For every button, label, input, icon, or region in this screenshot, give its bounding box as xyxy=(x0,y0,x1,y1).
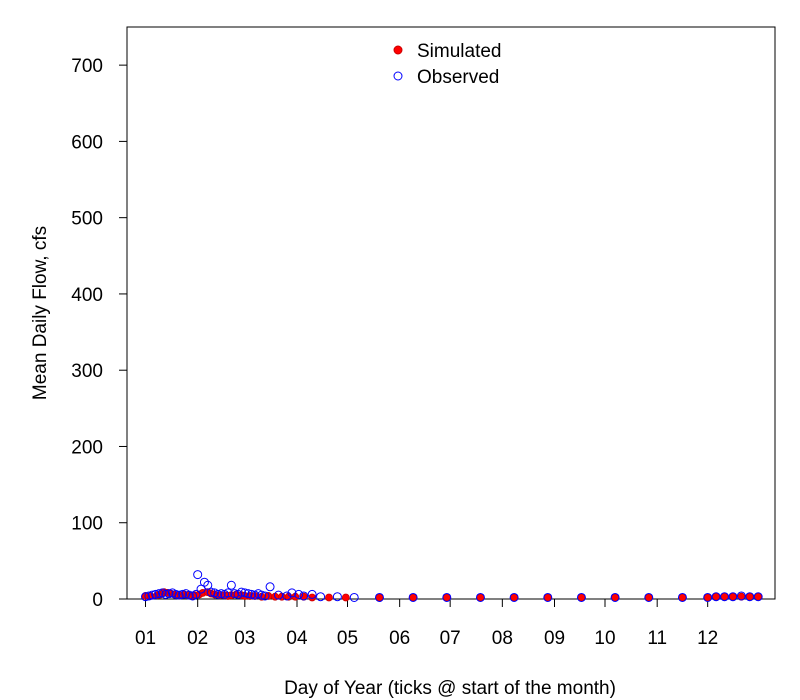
legend-observed-marker xyxy=(393,71,403,81)
x-axis-title: Day of Year (ticks @ start of the month) xyxy=(284,678,616,699)
observed-point xyxy=(576,592,586,602)
simulated-point xyxy=(703,593,712,602)
x-tick-label: 06 xyxy=(389,628,410,649)
simulated-point xyxy=(712,592,720,601)
observed-point xyxy=(260,591,270,601)
observed-point xyxy=(610,592,620,602)
simulated-point xyxy=(375,593,384,602)
x-tick-label: 09 xyxy=(544,628,565,649)
observed-point xyxy=(191,589,201,599)
observed-point xyxy=(332,592,342,602)
observed-point xyxy=(206,587,216,597)
observed-point xyxy=(164,589,174,599)
observed-point xyxy=(408,592,418,602)
simulated-point xyxy=(729,592,737,601)
y-axis-title: Mean Daily Flow, cfs xyxy=(30,226,51,400)
x-tick-label: 10 xyxy=(594,628,615,649)
observed-point xyxy=(151,589,161,599)
simulated-point xyxy=(308,593,317,602)
observed-point xyxy=(213,589,223,599)
observed-point xyxy=(141,592,151,602)
simulated-point xyxy=(409,593,418,602)
legend-simulated-label: Simulated xyxy=(417,41,502,62)
simulated-point xyxy=(325,593,333,602)
observed-point xyxy=(644,592,654,602)
observed-point xyxy=(243,589,253,599)
observed-point xyxy=(282,591,292,601)
y-tick-label: 300 xyxy=(71,361,103,382)
x-tick-label: 05 xyxy=(337,628,358,649)
observed-point xyxy=(677,592,687,602)
observed-point xyxy=(144,591,154,601)
observed-point xyxy=(230,589,240,599)
x-tick-label: 12 xyxy=(697,628,718,649)
simulated-point xyxy=(745,592,754,601)
simulated-point xyxy=(754,592,763,601)
observed-point xyxy=(193,570,203,580)
simulated-point xyxy=(720,592,729,601)
observed-point xyxy=(161,589,171,599)
observed-point xyxy=(236,587,246,597)
observed-point xyxy=(299,591,309,601)
x-axis: 01 02 03 04 05 06 07 08 09 10 11 12 xyxy=(135,598,718,649)
observed-point xyxy=(316,592,326,602)
observed-point xyxy=(442,592,452,602)
observed-point xyxy=(543,592,553,602)
observed-point xyxy=(223,588,233,598)
x-tick-label: 08 xyxy=(492,628,513,649)
observed-point xyxy=(216,589,226,599)
observed-point xyxy=(178,589,188,599)
observed-point xyxy=(247,589,257,599)
y-tick-label: 200 xyxy=(71,437,103,458)
legend: Simulated Observed xyxy=(393,41,502,88)
simulated-point xyxy=(678,593,687,602)
x-tick-label: 11 xyxy=(647,628,667,649)
y-tick-label: 400 xyxy=(71,285,103,306)
observed-point xyxy=(294,589,304,599)
x-tick-label: 02 xyxy=(187,628,208,649)
y-tick-label: 0 xyxy=(92,590,103,611)
observed-point xyxy=(374,592,384,602)
legend-observed-label: Observed xyxy=(417,67,499,88)
plot-frame xyxy=(126,26,776,600)
observed-point xyxy=(475,592,485,602)
observed-point xyxy=(509,592,519,602)
y-tick-label: 100 xyxy=(71,514,103,535)
observed-point xyxy=(257,590,267,600)
simulated-point xyxy=(644,593,653,602)
x-tick-label: 04 xyxy=(286,628,308,649)
y-tick-label: 600 xyxy=(71,132,103,153)
observed-point xyxy=(265,582,275,592)
y-tick-label: 700 xyxy=(71,56,103,77)
observed-point xyxy=(287,588,297,598)
observed-points xyxy=(141,570,763,602)
simulated-point xyxy=(476,593,485,602)
simulated-point xyxy=(611,593,620,602)
y-axis: 0 100 200 300 400 500 600 700 xyxy=(71,56,128,611)
x-tick-label: 03 xyxy=(234,628,255,649)
observed-point xyxy=(184,590,194,600)
observed-point xyxy=(753,592,763,602)
observed-point xyxy=(307,589,317,599)
simulated-point xyxy=(543,593,552,602)
simulated-point xyxy=(341,593,350,602)
observed-point xyxy=(174,590,184,600)
observed-point xyxy=(199,577,209,587)
legend-simulated-marker xyxy=(393,45,403,55)
observed-point xyxy=(349,592,359,602)
y-tick-label: 500 xyxy=(71,209,103,230)
simulated-point xyxy=(442,593,451,602)
observed-point xyxy=(240,588,250,598)
x-tick-label: 07 xyxy=(440,628,461,649)
simulated-point xyxy=(577,593,586,602)
observed-point xyxy=(154,589,164,599)
observed-point xyxy=(147,590,157,600)
observed-point xyxy=(226,580,236,590)
x-tick-label: 01 xyxy=(135,628,156,649)
observed-point xyxy=(171,589,181,599)
simulated-point xyxy=(510,593,519,602)
